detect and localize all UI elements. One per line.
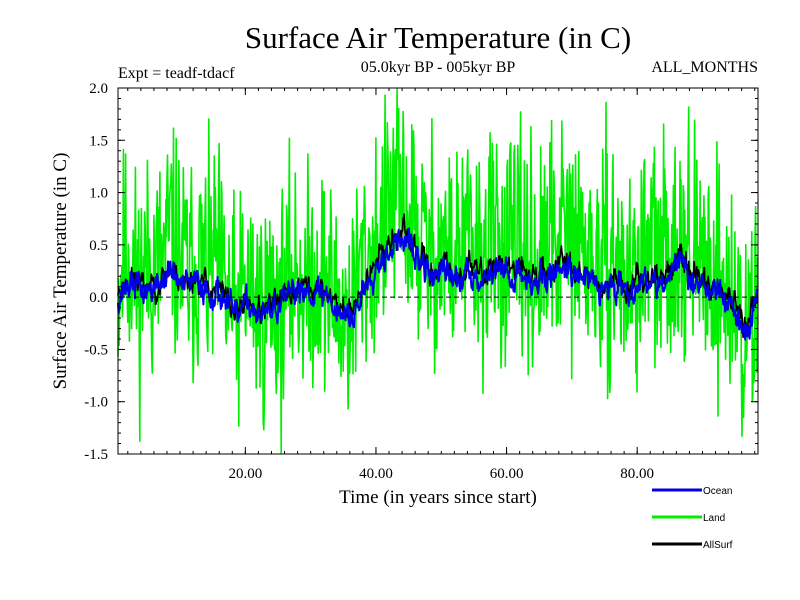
y-tick-label: 1.5 — [89, 133, 108, 149]
legend: Ocean Land AllSurf — [652, 486, 733, 551]
y-tick-label: 1.0 — [89, 186, 108, 202]
y-tick-label: 2.0 — [89, 81, 108, 97]
chart-subtitle-center: 05.0kyr BP - 005kyr BP — [361, 59, 516, 76]
x-tick-label: 80.00 — [620, 466, 654, 482]
chart-title: Surface Air Temperature (in C) — [245, 20, 631, 55]
y-tick-label: 0.0 — [89, 290, 108, 306]
x-tick-label: 20.00 — [228, 466, 262, 482]
y-axis-label: Surface Air Temperature (in C) — [50, 153, 71, 390]
chart-subtitle-left: Expt = teadf-tdacf — [118, 65, 235, 82]
chart-subtitle-right: ALL_MONTHS — [651, 59, 758, 76]
y-tick-label: 0.5 — [89, 238, 108, 254]
y-tick-label: -1.5 — [84, 447, 108, 463]
axes-layer: -1.5 -1.0 -0.5 0.0 0.5 1.0 1.5 2.0 20.00 40.00 60.… — [84, 81, 758, 482]
x-tick-label: 40.00 — [359, 466, 393, 482]
legend-label-allsurf: AllSurf — [703, 540, 733, 551]
x-axis-label: Time (in years since start) — [339, 487, 537, 508]
series-layer — [117, 87, 759, 455]
x-tick-label: 60.00 — [490, 466, 524, 482]
y-tick-label: -0.5 — [84, 342, 108, 358]
series-line-land — [117, 87, 759, 455]
y-tick-label: -1.0 — [84, 395, 108, 411]
legend-label-land: Land — [703, 513, 725, 524]
series-line-ocean — [117, 227, 759, 341]
legend-label-ocean: Ocean — [703, 486, 732, 497]
plot-frame — [117, 87, 759, 455]
